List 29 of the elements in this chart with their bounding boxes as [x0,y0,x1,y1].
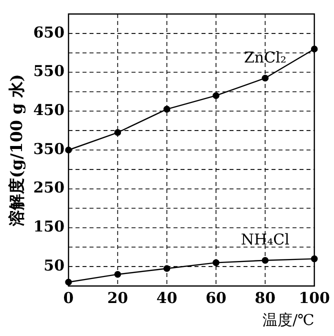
point [310,255,318,262]
x-tick-label: 40 [156,288,178,307]
y-tick-label: 50 [44,256,65,274]
y-tick-label: 350 [33,140,65,158]
series-label: NH₄Cl [240,230,290,249]
y-tick-label: 450 [33,101,65,120]
y-tick-label: 650 [33,23,65,42]
y-tick-label: 150 [33,218,65,236]
point [163,106,170,113]
point [262,256,269,264]
x-axis-title: 温度/℃ [262,310,314,329]
point [163,265,170,272]
y-tick-label: 550 [33,62,65,80]
y-axis-title: 溶解度(g/100 g 水) [6,74,26,227]
x-tick-label: 0 [63,288,74,307]
point [65,146,72,154]
point [310,46,318,52]
point [65,278,72,286]
point [212,92,220,99]
x-tick-label: 100 [298,288,330,307]
point [262,74,269,82]
series-label: ZnCl₂ [244,48,286,67]
x-tick-label: 60 [206,288,226,307]
y-tick-label: 250 [33,178,65,197]
point [212,259,220,266]
point [114,129,122,136]
x-tick-label: 20 [107,288,128,307]
point [114,270,122,278]
x-tick-label: 80 [254,288,276,307]
